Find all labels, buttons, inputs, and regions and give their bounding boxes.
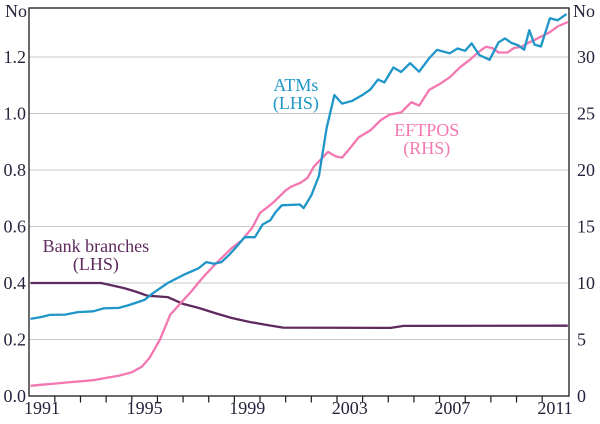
left-axis-tick-label: 1.2: [4, 47, 27, 67]
x-axis-tick-label: 1991: [24, 398, 60, 418]
right-axis-tick-label: 15: [577, 217, 595, 237]
right-axis-unit-label: No: [573, 1, 595, 21]
right-axis-tick-label: 30: [577, 47, 595, 67]
left-axis-tick-label: 0.4: [4, 273, 27, 293]
series-label-bank-branches: Bank branches (LHS): [43, 236, 149, 275]
x-axis-tick-label: 2011: [537, 398, 572, 418]
x-axis-tick-label: 1995: [127, 398, 163, 418]
x-axis-tick-label: 2007: [434, 398, 470, 418]
left-axis-tick-label: 0.8: [4, 160, 27, 180]
plot-frame: [28, 7, 570, 397]
left-axis-tick-label: 0.0: [4, 386, 27, 406]
series-line-atms: [30, 13, 568, 321]
left-axis-tick-label: 1.0: [4, 104, 27, 124]
right-axis-tick-label: 20: [577, 160, 595, 180]
series-label-atms: ATMs (LHS): [273, 75, 319, 114]
right-axis-tick-label: 25: [577, 104, 595, 124]
x-axis-tick-label: 1999: [229, 398, 265, 418]
right-axis-tick-label: 5: [577, 330, 586, 350]
series-line-bank-branches: [30, 281, 568, 330]
x-axis-tick-label: 2003: [332, 398, 368, 418]
series-label-eftpos: EFTPOS (RHS): [394, 120, 459, 159]
left-axis-unit-label: No: [5, 1, 27, 21]
left-axis-tick-label: 0.2: [4, 330, 27, 350]
left-axis-tick-label: 0.6: [4, 217, 27, 237]
right-axis-tick-label: 10: [577, 273, 595, 293]
right-axis-tick-label: 0: [577, 386, 586, 406]
